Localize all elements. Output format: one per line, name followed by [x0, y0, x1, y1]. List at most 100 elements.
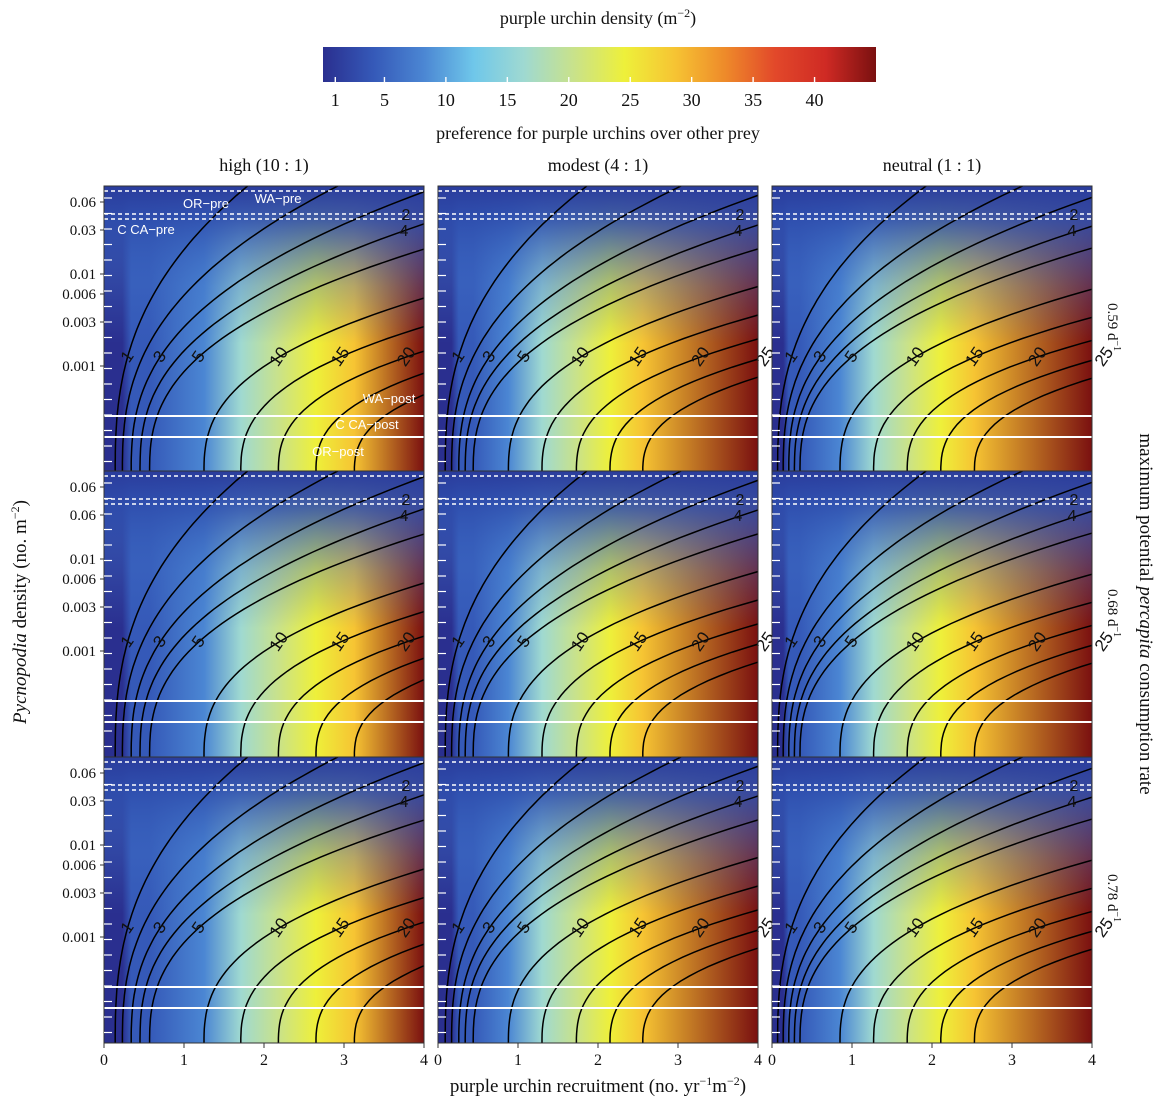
region-label-post: OR−post	[312, 444, 364, 459]
y-tick-label: 0.03	[70, 794, 96, 810]
contour-line-5	[799, 247, 1092, 472]
contour-line-15	[872, 601, 1092, 757]
row-title-0.68: 0.68 d−1	[1104, 589, 1122, 637]
colorbar-tick-label: 25	[621, 90, 639, 110]
column-title-neutral: neutral (1 : 1)	[883, 155, 981, 176]
contour-line-2	[450, 471, 682, 757]
contour-label-top-2: 2	[402, 207, 411, 224]
contour-line-4	[464, 224, 758, 472]
y-tick-label: 0.03	[70, 223, 96, 239]
contour-line-3	[788, 767, 1092, 1043]
colorbar-tick-label: 5	[380, 90, 389, 110]
colorbar-tick-label: 10	[437, 90, 455, 110]
contour-line-5	[799, 532, 1092, 757]
contour-line-15	[541, 314, 758, 472]
y-tick-label: 0.06	[70, 508, 97, 524]
contour-line-3	[130, 762, 424, 1043]
y-tick-label: 0.06	[70, 195, 97, 211]
x-axis-label: purple urchin recruitment (no. yr−1m−2)	[450, 1074, 746, 1097]
contour-line-1	[444, 471, 588, 757]
contour-line-4	[139, 508, 424, 757]
contour-label-top-4: 4	[400, 794, 409, 811]
y-tick-label: 0.006	[62, 572, 96, 588]
x-tick-label: 0	[100, 1052, 108, 1069]
contour-label-top-4: 4	[1068, 794, 1077, 811]
contour-line-3	[788, 481, 1092, 757]
contour-line-2	[782, 471, 1023, 757]
region-label-pre: WA−pre	[255, 191, 302, 206]
contour-line-2	[782, 757, 1023, 1043]
contour-line-4	[139, 223, 424, 472]
panel-r2-c1: 1351015202530240.060.060.010.0060.0030.0…	[62, 470, 564, 758]
y-tick-label: 0.01	[70, 552, 96, 568]
colorbar-tick-label: 15	[498, 90, 516, 110]
contour-line-15	[541, 885, 758, 1043]
contour-line-3	[458, 765, 758, 1043]
contour-line-30	[973, 662, 1092, 757]
contour-line-20	[575, 909, 758, 1043]
contour-label-top-4: 4	[734, 794, 743, 811]
contour-line-20	[575, 623, 758, 757]
y-tick-label: 0.01	[70, 267, 96, 283]
contour-line-10	[839, 573, 1092, 757]
contour-line-30	[353, 964, 424, 1043]
contour-line-4	[793, 225, 1092, 472]
contour-line-5	[148, 819, 424, 1043]
contour-line-10	[839, 288, 1092, 472]
colorbar-tick-label: 40	[806, 90, 824, 110]
y-tick-label: 0.006	[62, 858, 96, 874]
contour-label-top-4: 4	[400, 223, 409, 240]
contour-line-2	[121, 471, 339, 757]
x-tick-label: 3	[1008, 1052, 1016, 1069]
row-title-0.59: 0.59 d−1	[1104, 303, 1122, 351]
heatmap-shade	[438, 186, 758, 472]
contour-line-3	[130, 191, 424, 472]
contour-line-10	[507, 570, 758, 757]
x-tick-label: 4	[754, 1052, 762, 1069]
contour-line-2	[450, 186, 682, 472]
x-tick-label: 2	[928, 1052, 936, 1069]
region-label-pre: C CA−pre	[117, 222, 174, 237]
region-label-post: WA−post	[363, 391, 416, 406]
contour-line-20	[277, 921, 424, 1043]
contour-line-4	[793, 510, 1092, 757]
x-tick-label: 3	[340, 1052, 348, 1069]
contour-line-5	[472, 819, 758, 1043]
contour-line-4	[793, 796, 1092, 1043]
colorbar-tick-label: 35	[744, 90, 762, 110]
contour-line-5	[799, 818, 1092, 1043]
contour-line-1	[776, 186, 927, 472]
contour-line-5	[148, 248, 424, 472]
contour-line-1	[776, 757, 927, 1043]
contour-line-3	[458, 479, 758, 757]
contour-line-1	[114, 757, 249, 1043]
contour-line-10	[203, 297, 424, 472]
heatmap-shade	[772, 186, 1092, 472]
contour-line-30	[642, 947, 758, 1043]
x-tick-label: 1	[180, 1052, 188, 1069]
contour-line-1	[444, 186, 588, 472]
contour-line-25	[315, 372, 424, 472]
right-axis-label: maximum potential percapita consumption …	[1135, 433, 1156, 794]
contour-line-3	[458, 194, 758, 472]
contour-line-25	[940, 644, 1092, 757]
region-label-pre: OR−pre	[183, 196, 229, 211]
heatmap-shade	[438, 471, 758, 757]
y-tick-label: 0.01	[70, 838, 96, 854]
column-title-modest: modest (4 : 1)	[548, 155, 649, 176]
panel-grid: 135101520253024 0.06 0.03 0.01 0.006 0.003 0.0…	[62, 185, 1117, 1069]
contour-line-4	[464, 509, 758, 757]
contour-line-10	[839, 859, 1092, 1043]
x-tick-label: 1	[514, 1052, 522, 1069]
contour-line-25	[609, 358, 758, 472]
contour-label-top-2: 2	[1070, 492, 1079, 509]
contour-line-20	[575, 338, 758, 472]
contour-label-top-4: 4	[734, 223, 743, 240]
y-tick-label: 0.06	[70, 766, 97, 782]
contour-label-top-2: 2	[1070, 778, 1079, 795]
colorbar-ticks: 1 5 10 15 20 25 30 35 40	[331, 77, 824, 110]
y-tick-label: 0.001	[62, 359, 96, 375]
contour-line-2	[782, 186, 1023, 472]
y-tick-label: 0.003	[62, 315, 96, 331]
contour-line-30	[973, 948, 1092, 1043]
